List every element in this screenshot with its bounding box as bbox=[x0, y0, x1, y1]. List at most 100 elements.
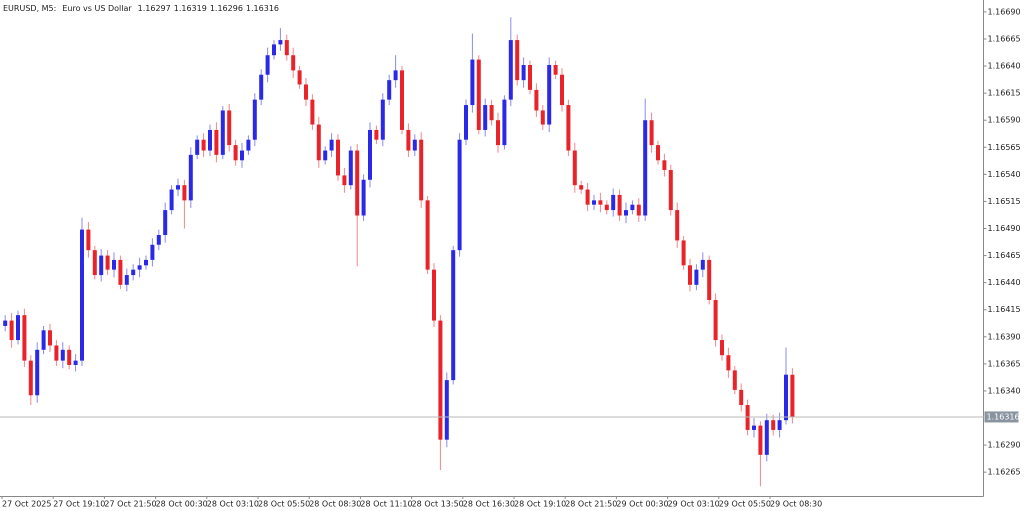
candle-body bbox=[508, 40, 513, 100]
candle-body bbox=[592, 200, 596, 205]
candle-body bbox=[566, 105, 571, 151]
candle-body bbox=[9, 320, 14, 341]
candle-body bbox=[732, 370, 737, 390]
candle-body bbox=[316, 124, 321, 161]
candle-body bbox=[188, 154, 193, 201]
candle-body bbox=[400, 70, 404, 130]
candle-body bbox=[80, 229, 84, 361]
candle-body bbox=[329, 139, 334, 151]
candle-body bbox=[752, 425, 756, 430]
candle-body bbox=[323, 150, 328, 161]
candle-body bbox=[304, 84, 308, 100]
y-tick-label: 1.16665 bbox=[988, 34, 1021, 43]
candle-body bbox=[387, 80, 392, 100]
candle-body bbox=[630, 204, 635, 211]
header-close: 1.16316 bbox=[246, 4, 279, 13]
candle-body bbox=[220, 110, 225, 155]
description: Euro vs US Dollar bbox=[62, 4, 132, 13]
candle-body bbox=[483, 105, 488, 130]
candle-body bbox=[707, 259, 712, 300]
candle-body bbox=[419, 139, 424, 201]
candle-body bbox=[348, 150, 353, 186]
candle-body bbox=[60, 349, 65, 361]
y-tick-label: 1.16515 bbox=[988, 197, 1021, 206]
candle-body bbox=[297, 70, 302, 85]
candle-body bbox=[739, 389, 744, 406]
candle-body bbox=[252, 99, 257, 140]
candle-body bbox=[163, 210, 168, 236]
x-tick-label: 28 Oct 08:30 bbox=[309, 500, 361, 509]
candle-body bbox=[374, 129, 379, 140]
candle-body bbox=[713, 299, 718, 341]
candle-body bbox=[336, 139, 340, 176]
candle-body bbox=[22, 315, 27, 361]
candle-body bbox=[150, 244, 155, 260]
candle-body bbox=[169, 189, 174, 211]
candle-body bbox=[444, 380, 449, 440]
x-tick-label: 28 Oct 00:30 bbox=[156, 500, 208, 509]
candle-body bbox=[560, 74, 564, 106]
y-tick-label: 1.16265 bbox=[988, 468, 1021, 477]
candle-body bbox=[585, 189, 590, 205]
x-tick-label: 28 Oct 03:10 bbox=[207, 500, 259, 509]
candle-body bbox=[553, 64, 558, 75]
candle-body bbox=[118, 259, 123, 285]
candle-body bbox=[16, 315, 20, 341]
y-tick-label: 1.16390 bbox=[988, 332, 1021, 341]
x-tick-label: 29 Oct 08:30 bbox=[770, 500, 822, 509]
candle-body bbox=[771, 420, 776, 430]
x-tick-label: 28 Oct 19:10 bbox=[514, 500, 566, 509]
candle-body bbox=[393, 70, 398, 81]
candle-body bbox=[649, 120, 654, 146]
candle-body bbox=[214, 129, 219, 155]
candle-body bbox=[28, 360, 33, 396]
x-tick-label: 27 Oct 2025 bbox=[2, 500, 51, 509]
candle-body bbox=[700, 259, 705, 270]
y-tick-label: 1.16340 bbox=[988, 386, 1021, 395]
candle-body bbox=[412, 139, 417, 151]
candle-body bbox=[476, 59, 481, 130]
candle-body bbox=[73, 360, 78, 365]
candle-body bbox=[208, 129, 212, 151]
candle-body bbox=[534, 89, 539, 111]
candle-body bbox=[745, 405, 750, 430]
candle-body bbox=[432, 269, 436, 321]
candle-body bbox=[611, 194, 616, 211]
candle-body bbox=[636, 204, 641, 216]
candle-body bbox=[144, 259, 148, 266]
candle-body bbox=[233, 145, 238, 161]
y-tick-label: 1.16615 bbox=[988, 89, 1021, 98]
y-tick-label: 1.16465 bbox=[988, 251, 1021, 260]
candle-body bbox=[617, 194, 622, 216]
candle-body bbox=[694, 269, 699, 285]
candle-body bbox=[726, 355, 731, 371]
y-tick-label: 1.16490 bbox=[988, 224, 1021, 233]
candle-body bbox=[368, 129, 372, 180]
candle-body bbox=[464, 105, 468, 140]
candle-body bbox=[598, 200, 603, 205]
candle-body bbox=[284, 40, 289, 56]
candle-body bbox=[361, 179, 366, 216]
candle-body bbox=[35, 349, 40, 396]
candle-body bbox=[54, 345, 59, 361]
candle-body bbox=[451, 250, 456, 381]
y-tick-label: 1.16440 bbox=[988, 278, 1021, 287]
candle-body bbox=[182, 185, 187, 201]
x-tick-label: 29 Oct 00:30 bbox=[616, 500, 668, 509]
candle-body bbox=[720, 340, 724, 356]
candle-body bbox=[310, 99, 315, 125]
header-low: 1.16296 bbox=[210, 4, 243, 13]
candle-body bbox=[201, 139, 206, 151]
candle-body bbox=[579, 185, 584, 190]
x-tick-label: 27 Oct 21:50 bbox=[104, 500, 156, 509]
y-tick-label: 1.16290 bbox=[988, 441, 1021, 450]
chart-header: EURUSD, M5: Euro vs US Dollar 1.16297 1.163… bbox=[3, 4, 279, 13]
candle-body bbox=[643, 120, 648, 216]
candle-body bbox=[777, 420, 782, 430]
candle-body bbox=[784, 374, 788, 421]
y-tick-label: 1.16640 bbox=[988, 62, 1021, 71]
candle-body bbox=[790, 374, 795, 417]
candle-body bbox=[259, 74, 264, 100]
